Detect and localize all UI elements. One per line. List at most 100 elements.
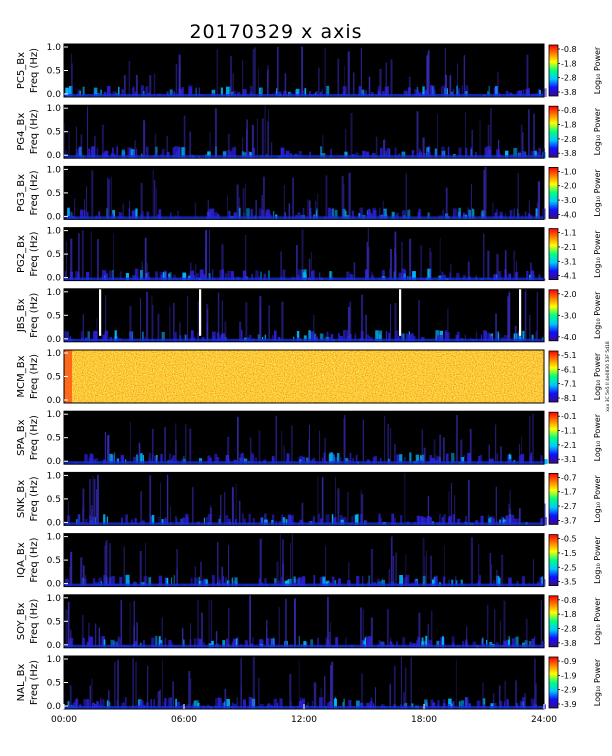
y-tick-label: 0.0 <box>47 580 62 590</box>
y-axis-label-station: NAL_Bx <box>16 664 27 702</box>
colorbar-tick-label: -8.1 <box>561 394 577 403</box>
colorbar-tick-label: -3.1 <box>561 455 577 464</box>
y-tick-label: 1.0 <box>47 594 62 604</box>
colorbar: -5.1 -6.1 -7.1 -8.1 Log₁₀ Power xxx 3C 5e5 Il… <box>548 341 611 412</box>
colorbar-gradient <box>548 472 559 525</box>
colorbar-label: Log₁₀ Power <box>593 291 602 339</box>
y-tick-label: 0.0 <box>47 702 62 712</box>
y-tick-label: 0.5 <box>47 189 61 199</box>
colorbar-tick-label: -3.8 <box>561 639 577 648</box>
colorbar-label: Log₁₀ Power <box>593 474 602 522</box>
colorbar-tick-label: -5.1 <box>561 351 577 360</box>
colorbar-label: Log₁₀ Power <box>593 352 602 400</box>
y-axis-label-station: IQA_Bx <box>16 542 27 578</box>
y-tick-label: 0.0 <box>47 641 62 651</box>
colorbar-tick-label: -3.0 <box>561 196 577 205</box>
panel-jbs: 0.0 0.5 1.0 JBS_Bx Freq (Hz) -2.0 -3.0 -4.0 Log₁… <box>16 288 602 345</box>
y-axis-label-freq: Freq (Hz) <box>29 231 40 276</box>
colorbar: -0.8 -1.8 -2.8 -3.8 Log₁₀ Power <box>548 44 602 97</box>
colorbar-tick-label: -1.5 <box>561 549 577 558</box>
y-tick-label: 1.0 <box>47 349 62 359</box>
colorbar: -0.1 -1.1 -2.1 -3.1 Log₁₀ Power <box>548 411 602 464</box>
colorbar-tick-label: -0.7 <box>561 473 577 482</box>
colorbar-tick-label: -4.0 <box>561 210 577 219</box>
colorbar-tick-label: -4.1 <box>561 272 577 281</box>
data-gap-line <box>399 288 402 336</box>
panel-iqa: 0.0 0.5 1.0 IQA_Bx Freq (Hz) -0.5 -1.5 -2.5 -3.5… <box>16 533 602 590</box>
spectral-activity <box>64 105 546 159</box>
colorbar-tick-label: -1.9 <box>561 671 577 680</box>
x-tick-label: 00:00 <box>51 715 77 725</box>
y-tick-label: 0.5 <box>47 128 61 138</box>
colorbar-tick-label: -1.1 <box>561 427 577 436</box>
colorbar-label: Log₁₀ Power <box>593 536 602 584</box>
colorbar-gradient <box>548 411 559 464</box>
spectral-activity <box>64 413 548 465</box>
y-tick-label: 1.0 <box>47 471 62 481</box>
y-axis-label-freq: Freq (Hz) <box>29 354 40 399</box>
colorbar-label: Log₁₀ Power <box>593 413 602 461</box>
y-tick-label: 0.0 <box>47 212 62 222</box>
y-axis-label-freq: Freq (Hz) <box>29 660 40 705</box>
spectral-activity <box>64 472 547 526</box>
y-axis-label-freq: Freq (Hz) <box>29 476 40 521</box>
spectrogram-image <box>64 472 544 526</box>
y-axis-label-station: PC5_Bx <box>16 52 27 89</box>
x-tick-label: 12:00 <box>291 715 317 725</box>
colorbar-tick-label: -2.0 <box>561 290 577 299</box>
y-tick-label: 0.5 <box>47 311 61 321</box>
y-tick-label: 0.0 <box>47 90 62 100</box>
colorbar: -0.9 -1.9 -2.9 -3.9 Log₁₀ Power <box>548 656 602 709</box>
panel-pg4: 0.0 0.5 1.0 PG4_Bx Freq (Hz) -0.8 -1.8 -2.8 -3.8… <box>16 104 602 161</box>
colorbar-tick-label: -0.9 <box>561 657 577 666</box>
colorbar-tick-label: -4.0 <box>561 333 577 342</box>
colorbar-tick-label: -2.5 <box>561 563 577 572</box>
colorbar: -0.5 -1.5 -2.5 -3.5 Log₁₀ Power <box>548 534 602 587</box>
y-axis-label-freq: Freq (Hz) <box>29 537 40 582</box>
colorbar-gradient <box>548 228 559 281</box>
colorbar: -2.0 -3.0 -4.0 Log₁₀ Power <box>548 289 602 342</box>
colorbar-tick-label: -3.9 <box>561 700 577 709</box>
y-tick-label: 1.0 <box>47 410 62 420</box>
colorbar-tick-label: -2.8 <box>561 74 577 83</box>
colorbar-tick-label: -1.0 <box>561 167 577 176</box>
y-axis-label-station: PG2_Bx <box>16 235 27 273</box>
x-tick-label: 06:00 <box>171 715 197 725</box>
colorbar-tick-label: -3.8 <box>561 88 577 97</box>
noise-texture <box>64 350 544 403</box>
x-tick-label: 18:00 <box>411 715 437 725</box>
y-axis-label-freq: Freq (Hz) <box>29 293 40 338</box>
colorbar-label: Log₁₀ Power <box>593 658 602 706</box>
panel-pc5: 0.0 0.5 1.0 PC5_Bx Freq (Hz) -0.8 -1.8 -2.8 -3.8… <box>16 43 602 100</box>
x-tick-label: 24:00 <box>531 715 557 725</box>
spectrogram-image <box>64 288 544 342</box>
y-axis-label-station: SNK_Bx <box>16 480 27 518</box>
colorbar-tick-label: -3.7 <box>561 516 577 525</box>
spectral-activity <box>64 228 546 281</box>
colorbar-label: Log₁₀ Power <box>593 597 602 645</box>
y-tick-label: 0.5 <box>47 250 61 260</box>
panel-pg3: 0.0 0.5 1.0 PG3_Bx Freq (Hz) -1.0 -2.0 -3.0 -4.0… <box>16 165 602 222</box>
spectral-activity <box>64 594 545 648</box>
y-tick-label: 0.5 <box>47 617 61 627</box>
y-tick-label: 0.5 <box>47 679 61 689</box>
data-gap-line <box>519 288 522 336</box>
y-axis-label-freq: Freq (Hz) <box>29 48 40 93</box>
y-tick-label: 0.0 <box>47 396 62 406</box>
colorbar: -1.1 -2.1 -3.1 -4.1 Log₁₀ Power <box>548 228 602 281</box>
colorbar-gradient <box>548 534 559 586</box>
colorbar-tick-label: -7.1 <box>561 380 577 389</box>
y-tick-label: 0.5 <box>47 373 61 383</box>
y-axis-label-freq: Freq (Hz) <box>29 109 40 154</box>
colorbar-tick-label: -1.7 <box>561 488 577 497</box>
colorbar-gradient <box>548 289 559 342</box>
panel-mcm: 0.0 0.5 1.0 MCM_Bx Freq (Hz) -5.1 -6.1 -7.1 -8.1… <box>16 341 611 412</box>
y-axis-label-station: PG4_Bx <box>16 113 27 151</box>
y-tick-label: 1.0 <box>47 43 62 53</box>
colorbar-tick-label: -2.7 <box>561 502 577 511</box>
y-axis-label-station: SOY_Bx <box>16 602 27 640</box>
spectral-activity <box>64 166 546 220</box>
colorbar: -0.8 -1.8 -2.8 -3.8 Log₁₀ Power <box>548 595 602 648</box>
colorbar-label: Log₁₀ Power <box>593 168 602 216</box>
